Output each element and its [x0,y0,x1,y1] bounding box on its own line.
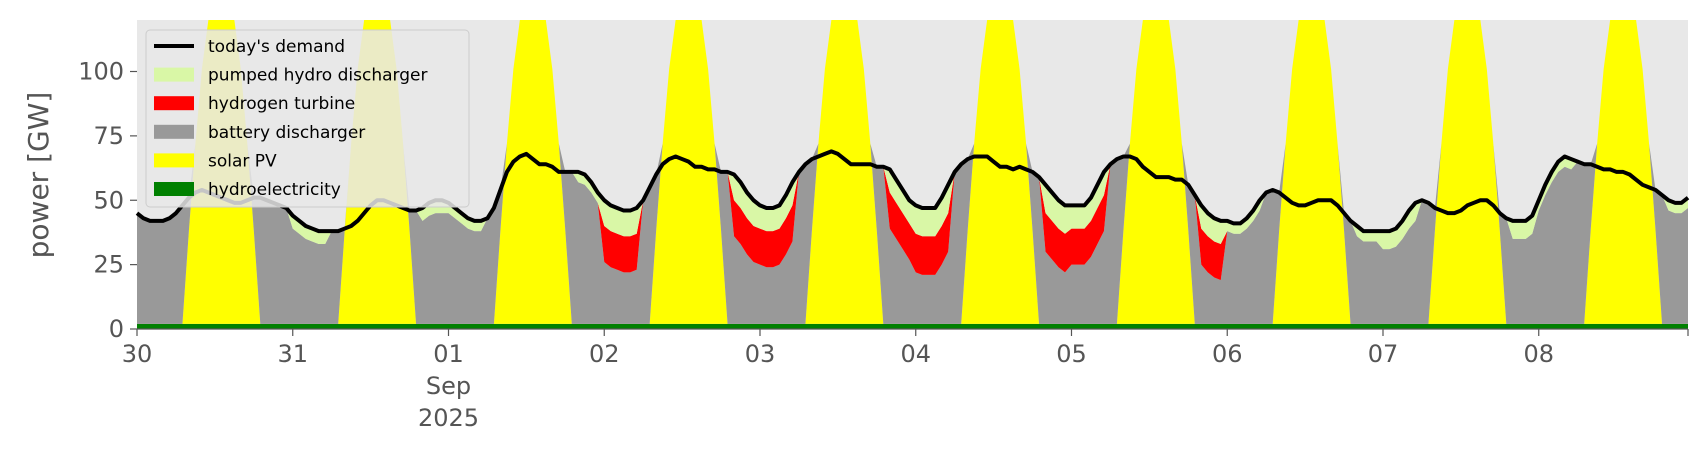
legend-swatch [154,182,194,196]
x-tick-label: 06 [1212,340,1243,368]
x-tick-label: 01 [433,340,464,368]
x-tick-label: 02 [589,340,620,368]
legend-box [145,29,470,208]
legend-swatch [154,124,194,139]
legend-label: battery discharger [208,123,365,143]
area-hydroelectricity [137,323,1688,329]
x-axis: 30 31 01 Sep 2025 02 03 04 05 06 07 08 [122,329,1689,432]
legend-label: today's demand [208,37,345,57]
y-axis-label: power [GW] [22,92,55,259]
x-tick-year-label: 2025 [418,404,479,432]
legend-swatch [154,153,194,168]
x-tick-month-label: Sep [426,372,471,400]
legend-swatch [154,67,194,82]
y-tick-label: 50 [93,186,124,214]
y-tick-label: 0 [109,315,124,343]
x-tick-label: 30 [122,340,153,368]
x-tick-label: 08 [1523,340,1554,368]
legend: today's demand pumped hydro discharger hyd… [145,29,470,208]
y-tick-label: 100 [78,58,124,86]
legend-swatch [154,96,194,111]
x-tick-label: 03 [745,340,776,368]
legend-label: hydrogen turbine [208,94,355,114]
legend-label: solar PV [208,151,277,171]
y-axis: 0 25 50 75 100 [78,58,137,343]
x-tick-label: 07 [1368,340,1399,368]
area-solar-pv [137,20,1688,324]
x-tick-label: 31 [277,340,308,368]
y-tick-label: 25 [93,251,124,279]
y-tick-label: 75 [93,122,124,150]
x-tick-label: 05 [1056,340,1087,368]
legend-label: pumped hydro discharger [208,66,427,86]
area-battery-discharger [137,20,1688,324]
legend-label: hydroelectricity [208,180,341,200]
x-tick-label: 04 [900,340,931,368]
